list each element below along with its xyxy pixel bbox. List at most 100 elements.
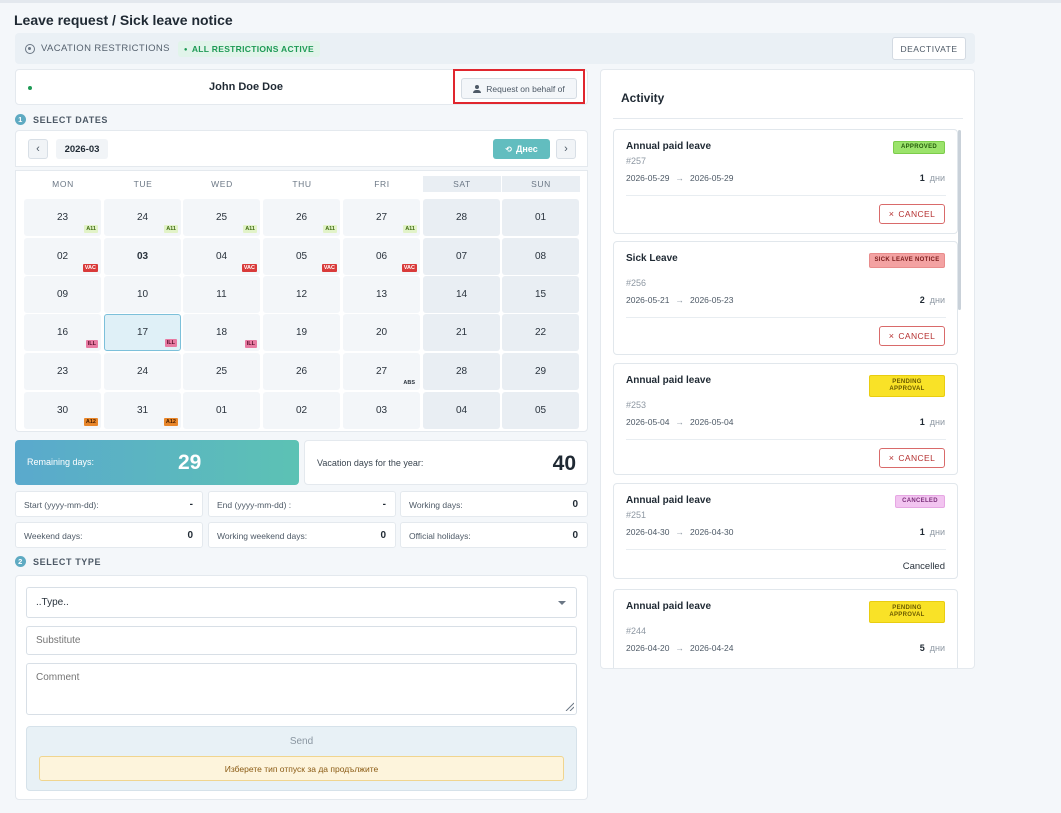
day-number: 23 [56,366,69,377]
day-leave-tag: VAC [321,264,337,272]
activity-title: Sick Leave [626,253,678,264]
request-on-behalf-button[interactable]: Request on behalf of [461,78,577,99]
day-number: 08 [534,251,547,262]
calendar-day[interactable]: 07 [423,238,500,275]
days-count: 1 дни [920,173,945,183]
leave-type-select[interactable]: ..Type.. [26,587,577,618]
day-leave-tag: VAC [401,264,417,272]
day-leave-tag: A12 [163,418,178,426]
calendar-day[interactable]: 18 ILL [183,314,260,351]
calendar-day[interactable]: 04 VAC [183,238,260,275]
send-button[interactable]: Send [289,736,314,747]
day-leave-tag: ABS [403,380,415,386]
calendar-day[interactable]: 06 VAC [343,238,420,275]
date-to: 2026-05-29 [689,173,734,183]
date-range: 2026-04-30 → 2026-04-30 [626,527,733,537]
day-number: 25 [215,366,228,377]
calendar-day[interactable]: 05 VAC [263,238,340,275]
calendar-day[interactable]: 24 [104,353,181,390]
comment-textarea[interactable] [26,663,577,715]
day-leave-tag: A11 [84,225,98,233]
calendar-day[interactable]: 25 A11 [183,199,260,236]
calendar-day[interactable]: 03 [343,392,420,429]
cancel-request-button[interactable]: CANCEL [879,326,945,346]
day-number: 26 [295,366,308,377]
today-button[interactable]: Днес [493,139,550,159]
request-id: #253 [626,400,647,410]
calendar-day[interactable]: 14 [423,276,500,313]
calendar-day[interactable]: 27 ABS [343,353,420,390]
deactivate-button[interactable]: DEACTIVATE [892,37,966,60]
day-number: 04 [455,405,468,416]
calendar-day[interactable]: 23 [24,353,101,390]
resize-grip-icon[interactable] [565,702,574,711]
day-number: 03 [136,251,149,262]
arrow-right-icon: → [675,643,684,653]
restrictions-label: VACATION RESTRICTIONS [41,43,170,54]
calendar-day[interactable]: 28 [423,353,500,390]
calendar-day[interactable]: 03 [104,238,181,275]
weekend-days-box: Weekend days: 0 [15,522,203,548]
days-unit: дни [929,527,945,537]
next-month-button[interactable]: › [556,139,576,159]
substitute-input[interactable] [26,626,577,655]
calendar-day[interactable]: 17 ILL [104,314,181,351]
calendar-day[interactable]: 05 [502,392,579,429]
stat-label: End (yyyy-mm-dd) : [217,500,292,510]
weekday-header: SAT [423,176,501,192]
top-border [0,0,1061,3]
calendar-day[interactable]: 15 [502,276,579,313]
calendar-day[interactable]: 13 [343,276,420,313]
calendar-day[interactable]: 01 [502,199,579,236]
calendar-day[interactable]: 20 [343,314,420,351]
calendar-day[interactable]: 10 [104,276,181,313]
calendar-day[interactable]: 29 [502,353,579,390]
step-label: SELECT DATES [33,114,109,125]
remaining-days-card: Remaining days: 29 [15,440,299,485]
day-leave-tag: VAC [82,264,98,272]
calendar-day[interactable]: 21 [423,314,500,351]
calendar-day[interactable]: 28 [423,199,500,236]
step-number: 2 [15,556,26,567]
calendar-day[interactable]: 02 VAC [24,238,101,275]
stat-value: 0 [572,499,578,510]
day-number: 04 [215,251,228,262]
calendar-day[interactable]: 09 [24,276,101,313]
calendar-day[interactable]: 24 A11 [104,199,181,236]
calendar-day[interactable]: 12 [263,276,340,313]
calendar-day[interactable]: 16 ILL [24,314,101,351]
calendar-day[interactable]: 02 [263,392,340,429]
divider [626,549,946,550]
days-unit: дни [929,417,945,427]
prev-month-button[interactable]: ‹ [28,139,48,159]
activity-scrollbar[interactable] [958,130,961,310]
calendar-day[interactable]: 23 A11 [24,199,101,236]
activity-panel: Activity Annual paid leave APPROVED #257 20… [600,69,975,669]
calendar-day[interactable]: 26 A11 [263,199,340,236]
day-number: 15 [534,289,547,300]
calendar-day[interactable]: 30 A12 [24,392,101,429]
activity-title: Annual paid leave [626,141,712,152]
warning-message: Изберете тип отпуск за да продължите [39,756,564,781]
day-leave-tag: ILL [244,340,257,348]
day-leave-tag: VAC [241,264,257,272]
cancel-request-button[interactable]: CANCEL [879,204,945,224]
chevron-right-icon: › [564,143,568,155]
calendar-day[interactable]: 01 [183,392,260,429]
calendar-day[interactable]: 27 A11 [343,199,420,236]
stat-value: - [189,499,193,510]
calendar-day[interactable]: 22 [502,314,579,351]
calendar-day[interactable]: 19 [263,314,340,351]
request-id: #256 [626,278,647,288]
calendar-day[interactable]: 11 [183,276,260,313]
activity-card: Annual paid leave PENDING APPROVAL #244 202… [613,589,958,668]
calendar-day[interactable]: 08 [502,238,579,275]
calendar-day[interactable]: 26 [263,353,340,390]
cancel-request-button[interactable]: CANCEL [879,448,945,468]
calendar-day[interactable]: 25 [183,353,260,390]
calendar-day[interactable]: 04 [423,392,500,429]
calendar-day[interactable]: 31 A12 [104,392,181,429]
day-number: 26 [295,212,308,223]
day-leave-tag: A12 [83,418,98,426]
leave-type-form: ..Type.. Send Изберете тип отпуск за да … [15,575,588,800]
